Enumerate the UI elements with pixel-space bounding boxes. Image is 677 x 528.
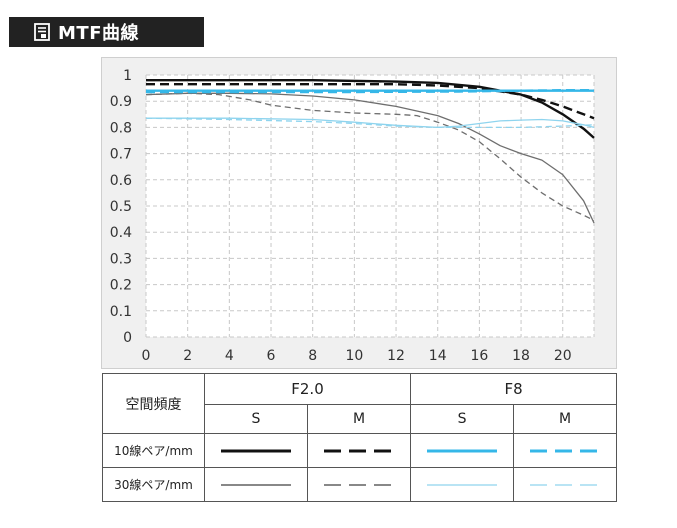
spatial-frequency-label: 空間頻度 xyxy=(102,373,205,434)
y-tick-label: 0.7 xyxy=(110,147,132,163)
y-tick-label: 0.5 xyxy=(110,199,132,215)
x-tick-label: 6 xyxy=(267,348,276,364)
sagittal-header: S xyxy=(204,404,308,434)
mtf-chart: 00.10.20.30.40.50.60.70.80.910 2 4 6 8 10 12 14… xyxy=(110,68,595,364)
y-tick-label: 0.6 xyxy=(110,173,132,189)
mtf-line-f8-10-m xyxy=(146,89,594,94)
legend-sample-f2-30-m xyxy=(306,467,412,502)
y-tick-label: 0.8 xyxy=(110,120,132,136)
section-title: MTF曲線 xyxy=(58,23,139,44)
mtf-line-f20-10-m xyxy=(146,83,595,120)
mtf-line-f20-30-s xyxy=(145,92,595,224)
x-tick-label: 12 xyxy=(387,348,405,364)
legend-sample-f8-30-m xyxy=(513,467,618,502)
mtf-line-f8-30-s xyxy=(146,117,595,129)
x-tick-label: 4 xyxy=(225,348,234,364)
y-tick-label: 0.9 xyxy=(110,94,132,110)
mtf-line-f8-30-m xyxy=(145,117,595,129)
x-tick-label: 16 xyxy=(470,348,488,364)
meridional-header: M xyxy=(306,404,412,434)
y-tick-label: 0.2 xyxy=(110,278,132,294)
y-tick-label: 0 xyxy=(123,330,132,346)
x-tick-label: 2 xyxy=(183,348,192,364)
y-tick-label: 0.4 xyxy=(110,225,132,241)
legend-sample-f2-30-s xyxy=(204,467,308,502)
aperture-f2-header: F2.0 xyxy=(203,373,412,405)
document-icon xyxy=(32,22,52,42)
legend-sample-f2-10-m xyxy=(306,433,412,468)
sagittal-header: S xyxy=(410,404,515,434)
legend-sample-f8-10-s xyxy=(410,433,515,468)
y-tick-label: 0.3 xyxy=(110,251,132,267)
aperture-f8-header: F8 xyxy=(410,373,618,405)
y-tick-label: 1 xyxy=(123,68,132,84)
x-tick-label: 20 xyxy=(554,348,572,364)
legend-table: 空間頻度 F2.0 F8 S M S M 10線ペア/mm 30線ペア/mm xyxy=(102,373,618,502)
x-tick-label: 18 xyxy=(512,348,530,364)
mtf-line-f20-30-m xyxy=(145,92,595,221)
x-tick-label: 8 xyxy=(308,348,317,364)
row-label-10lp: 10線ペア/mm xyxy=(102,433,205,468)
y-tick-label: 0.1 xyxy=(110,304,132,320)
legend-sample-f8-30-s xyxy=(410,467,515,502)
row-label-30lp: 30線ペア/mm xyxy=(102,467,205,502)
section-header: MTF曲線 xyxy=(9,17,204,47)
legend-sample-f2-10-s xyxy=(204,433,308,468)
x-tick-label: 14 xyxy=(429,348,447,364)
x-tick-label: 0 xyxy=(142,348,151,364)
legend-sample-f8-10-m xyxy=(513,433,618,468)
meridional-header: M xyxy=(513,404,618,434)
x-tick-label: 10 xyxy=(345,348,363,364)
